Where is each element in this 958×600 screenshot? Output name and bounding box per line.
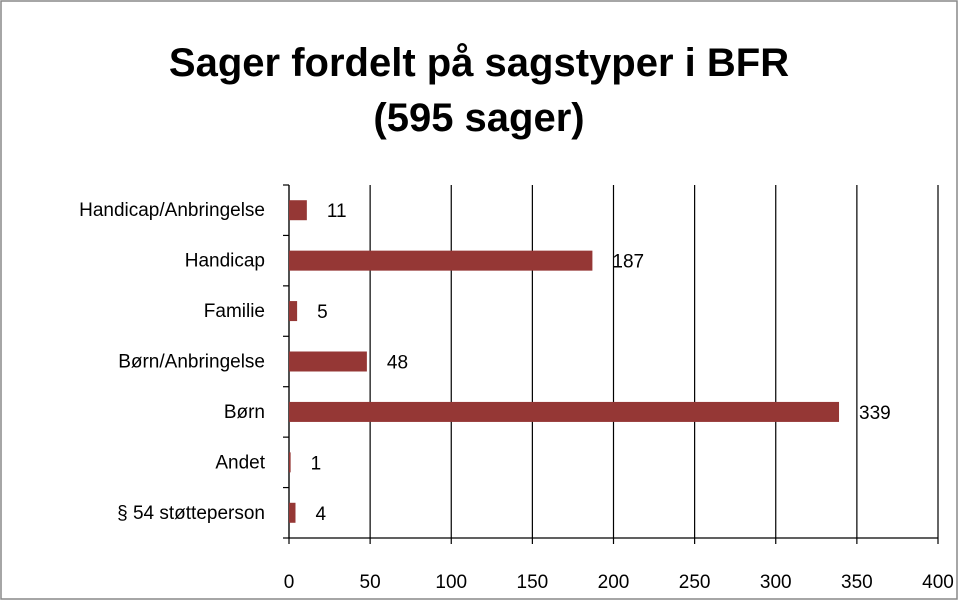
data-label: 5 (317, 302, 328, 323)
x-tick-label: 250 (679, 572, 711, 593)
y-tick-label: Handicap (185, 251, 265, 272)
x-tick-label: 0 (284, 572, 295, 593)
bar (289, 452, 291, 473)
data-label: 1 (311, 453, 322, 474)
chart-title: Sager fordelt på sagstyper i BFR (595 sa… (168, 41, 790, 140)
bar (289, 401, 840, 422)
bar (289, 200, 307, 221)
bar (289, 301, 298, 322)
data-label: 48 (387, 353, 408, 374)
y-tick-label: Børn/Anbringelse (118, 352, 265, 373)
y-tick-label: Børn (224, 402, 265, 423)
data-label: 187 (612, 252, 644, 273)
data-label: 11 (327, 201, 347, 222)
data-label: 4 (315, 504, 326, 525)
bar (289, 502, 296, 523)
bar (289, 351, 367, 372)
x-tick-label: 200 (598, 572, 630, 593)
x-tick-label: 300 (760, 572, 792, 593)
bar (289, 250, 593, 271)
y-tick-label: § 54 støtteperson (117, 503, 265, 524)
data-label: 339 (859, 403, 891, 424)
x-tick-label: 400 (922, 572, 954, 593)
y-tick-label: Familie (204, 301, 265, 322)
x-tick-label: 50 (360, 572, 381, 593)
y-tick-label: Handicap/Anbringelse (79, 200, 265, 221)
x-tick-label: 150 (517, 572, 549, 593)
y-tick-label: Andet (215, 452, 265, 473)
x-tick-label: 100 (435, 572, 467, 593)
x-tick-label: 350 (841, 572, 873, 593)
